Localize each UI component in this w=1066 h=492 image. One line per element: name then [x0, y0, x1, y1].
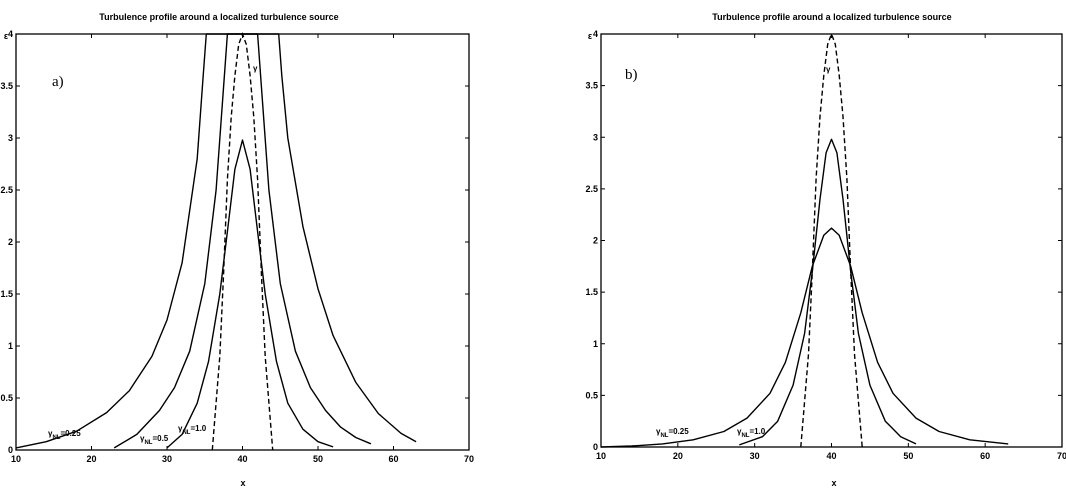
y-tick-label: 3	[8, 133, 13, 143]
y-tick-label: 2	[8, 237, 13, 247]
panel-label: a)	[52, 74, 64, 90]
x-tick-label: 70	[464, 454, 474, 464]
x-tick-label: 10	[11, 454, 21, 464]
series-line-2	[113, 33, 372, 449]
y-tick-label: 3.5	[585, 81, 598, 91]
x-axis-label: x	[831, 478, 836, 488]
curve-label-gamma-1.0: γNL=1.0	[178, 424, 207, 436]
chart-panel-b: Turbulence profile around a localized tu…	[585, 12, 1066, 488]
series-line-gamma-dashed	[211, 31, 274, 451]
x-tick-label: 40	[826, 451, 836, 461]
y-tick-label: 2.5	[0, 185, 13, 195]
curve-label-gamma-0.5: γNL=0.5	[140, 434, 169, 446]
axis-ticks: 10 20 30 40 50 60 70 0 0.5 1 1.5 2 2.5 3 3.5 4	[585, 29, 1066, 461]
x-axis-label: x	[240, 478, 245, 488]
curve-label-gamma: γ	[253, 64, 258, 73]
chart-panel-a: Turbulence profile around a localized tu…	[0, 12, 474, 488]
y-axis-label: ε	[4, 31, 9, 41]
x-tick-label: 60	[980, 451, 990, 461]
x-tick-label: 30	[750, 451, 760, 461]
axis-ticks: 10 20 30 40 50 60 70 0 0.5 1 1.5 2 2.5 3 3.5 4	[0, 29, 474, 464]
plot-frame	[600, 33, 1063, 448]
x-tick-label: 10	[596, 451, 606, 461]
y-tick-label: 3.5	[0, 81, 13, 91]
y-tick-label: 4	[8, 29, 13, 39]
x-tick-label: 70	[1057, 451, 1066, 461]
panel-label: b)	[625, 67, 638, 83]
y-tick-label: 0	[8, 445, 13, 455]
y-tick-label: 1.5	[0, 289, 13, 299]
y-tick-label: 1.5	[585, 287, 598, 297]
x-tick-label: 50	[313, 454, 323, 464]
chart-title: Turbulence profile around a localized tu…	[712, 12, 951, 22]
curve-label-gamma-1.0: γNL=1.0	[737, 427, 766, 439]
x-tick-label: 30	[162, 454, 172, 464]
y-tick-label: 4	[593, 29, 598, 39]
y-tick-label: 0.5	[585, 390, 598, 400]
x-tick-label: 20	[673, 451, 683, 461]
y-tick-label: 3	[593, 132, 598, 142]
y-tick-label: 1	[593, 339, 598, 349]
y-tick-label: 0.5	[0, 393, 13, 403]
y-tick-label: 2.5	[585, 184, 598, 194]
x-tick-label: 20	[86, 454, 96, 464]
curve-label-gamma: γ	[826, 65, 831, 74]
series-line-3	[166, 139, 334, 449]
series-line-1	[15, 33, 417, 449]
curve-label-gamma-0.25: γNL=0.25	[656, 427, 689, 439]
x-tick-label: 50	[903, 451, 913, 461]
curve-label-gamma-0.25: γNL=0.25	[48, 429, 81, 441]
y-tick-label: 1	[8, 341, 13, 351]
series-group	[15, 31, 417, 451]
series-line-2	[739, 138, 917, 446]
series-group	[600, 31, 1009, 448]
y-tick-label: 2	[593, 236, 598, 246]
plot-frame	[15, 33, 470, 451]
series-line-1	[600, 227, 1009, 448]
series-line-gamma-dashed	[800, 31, 863, 448]
y-axis-label: ε	[588, 31, 593, 41]
y-tick-label: 0	[593, 442, 598, 452]
x-tick-label: 40	[237, 454, 247, 464]
chart-title: Turbulence profile around a localized tu…	[99, 12, 338, 22]
x-tick-label: 60	[388, 454, 398, 464]
